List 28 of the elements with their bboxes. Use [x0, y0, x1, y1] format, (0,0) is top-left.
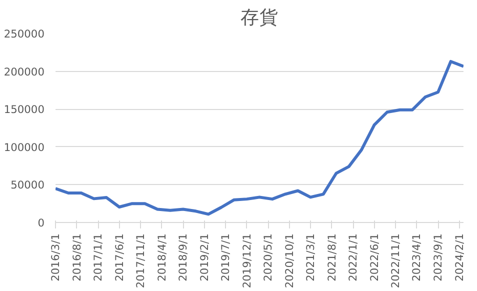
y-tick-label: 200000 [4, 65, 45, 78]
x-tick-label: 2016/3/1 [49, 233, 62, 282]
x-tick-label: 2022/11/1 [389, 234, 402, 288]
x-tick-label: 2019/2/1 [198, 233, 211, 282]
line-series [56, 60, 464, 216]
x-tick-label: 2022/1/1 [346, 233, 360, 282]
x-tick-label: 2018/4/1 [155, 233, 168, 282]
x-tick-label: 2016/8/1 [70, 233, 84, 282]
x-tick-label: 2020/5/1 [262, 233, 275, 282]
x-tick-label: 2022/6/1 [368, 233, 381, 282]
x-tick-label: 2019/7/1 [218, 233, 232, 282]
x-tick-label: 2020/10/1 [282, 234, 296, 288]
x-tick-label: 2023/9/1 [432, 233, 445, 282]
y-tick-label: 250000 [4, 28, 45, 40]
x-tick-label: 2021/3/1 [304, 233, 317, 282]
x-tick-label: 2017/11/1 [134, 234, 148, 288]
y-tick-label: 150000 [4, 103, 45, 116]
x-tick-label: 2021/8/1 [325, 233, 338, 282]
x-tick-label: 2024/2/1 [452, 233, 466, 282]
y-tick-label: 50000 [10, 178, 45, 192]
x-tick-label: 2017/6/1 [112, 233, 126, 282]
x-tick-label: 2023/4/1 [410, 233, 424, 282]
x-tick-label: 2018/9/1 [176, 233, 190, 282]
x-tick-label: 2017/1/1 [92, 233, 105, 282]
x-tick-label: 2019/12/1 [240, 234, 254, 288]
y-tick-label: 100000 [4, 140, 45, 154]
y-tick-label: 0 [38, 216, 45, 230]
chart-title: 存貨 [240, 8, 278, 28]
